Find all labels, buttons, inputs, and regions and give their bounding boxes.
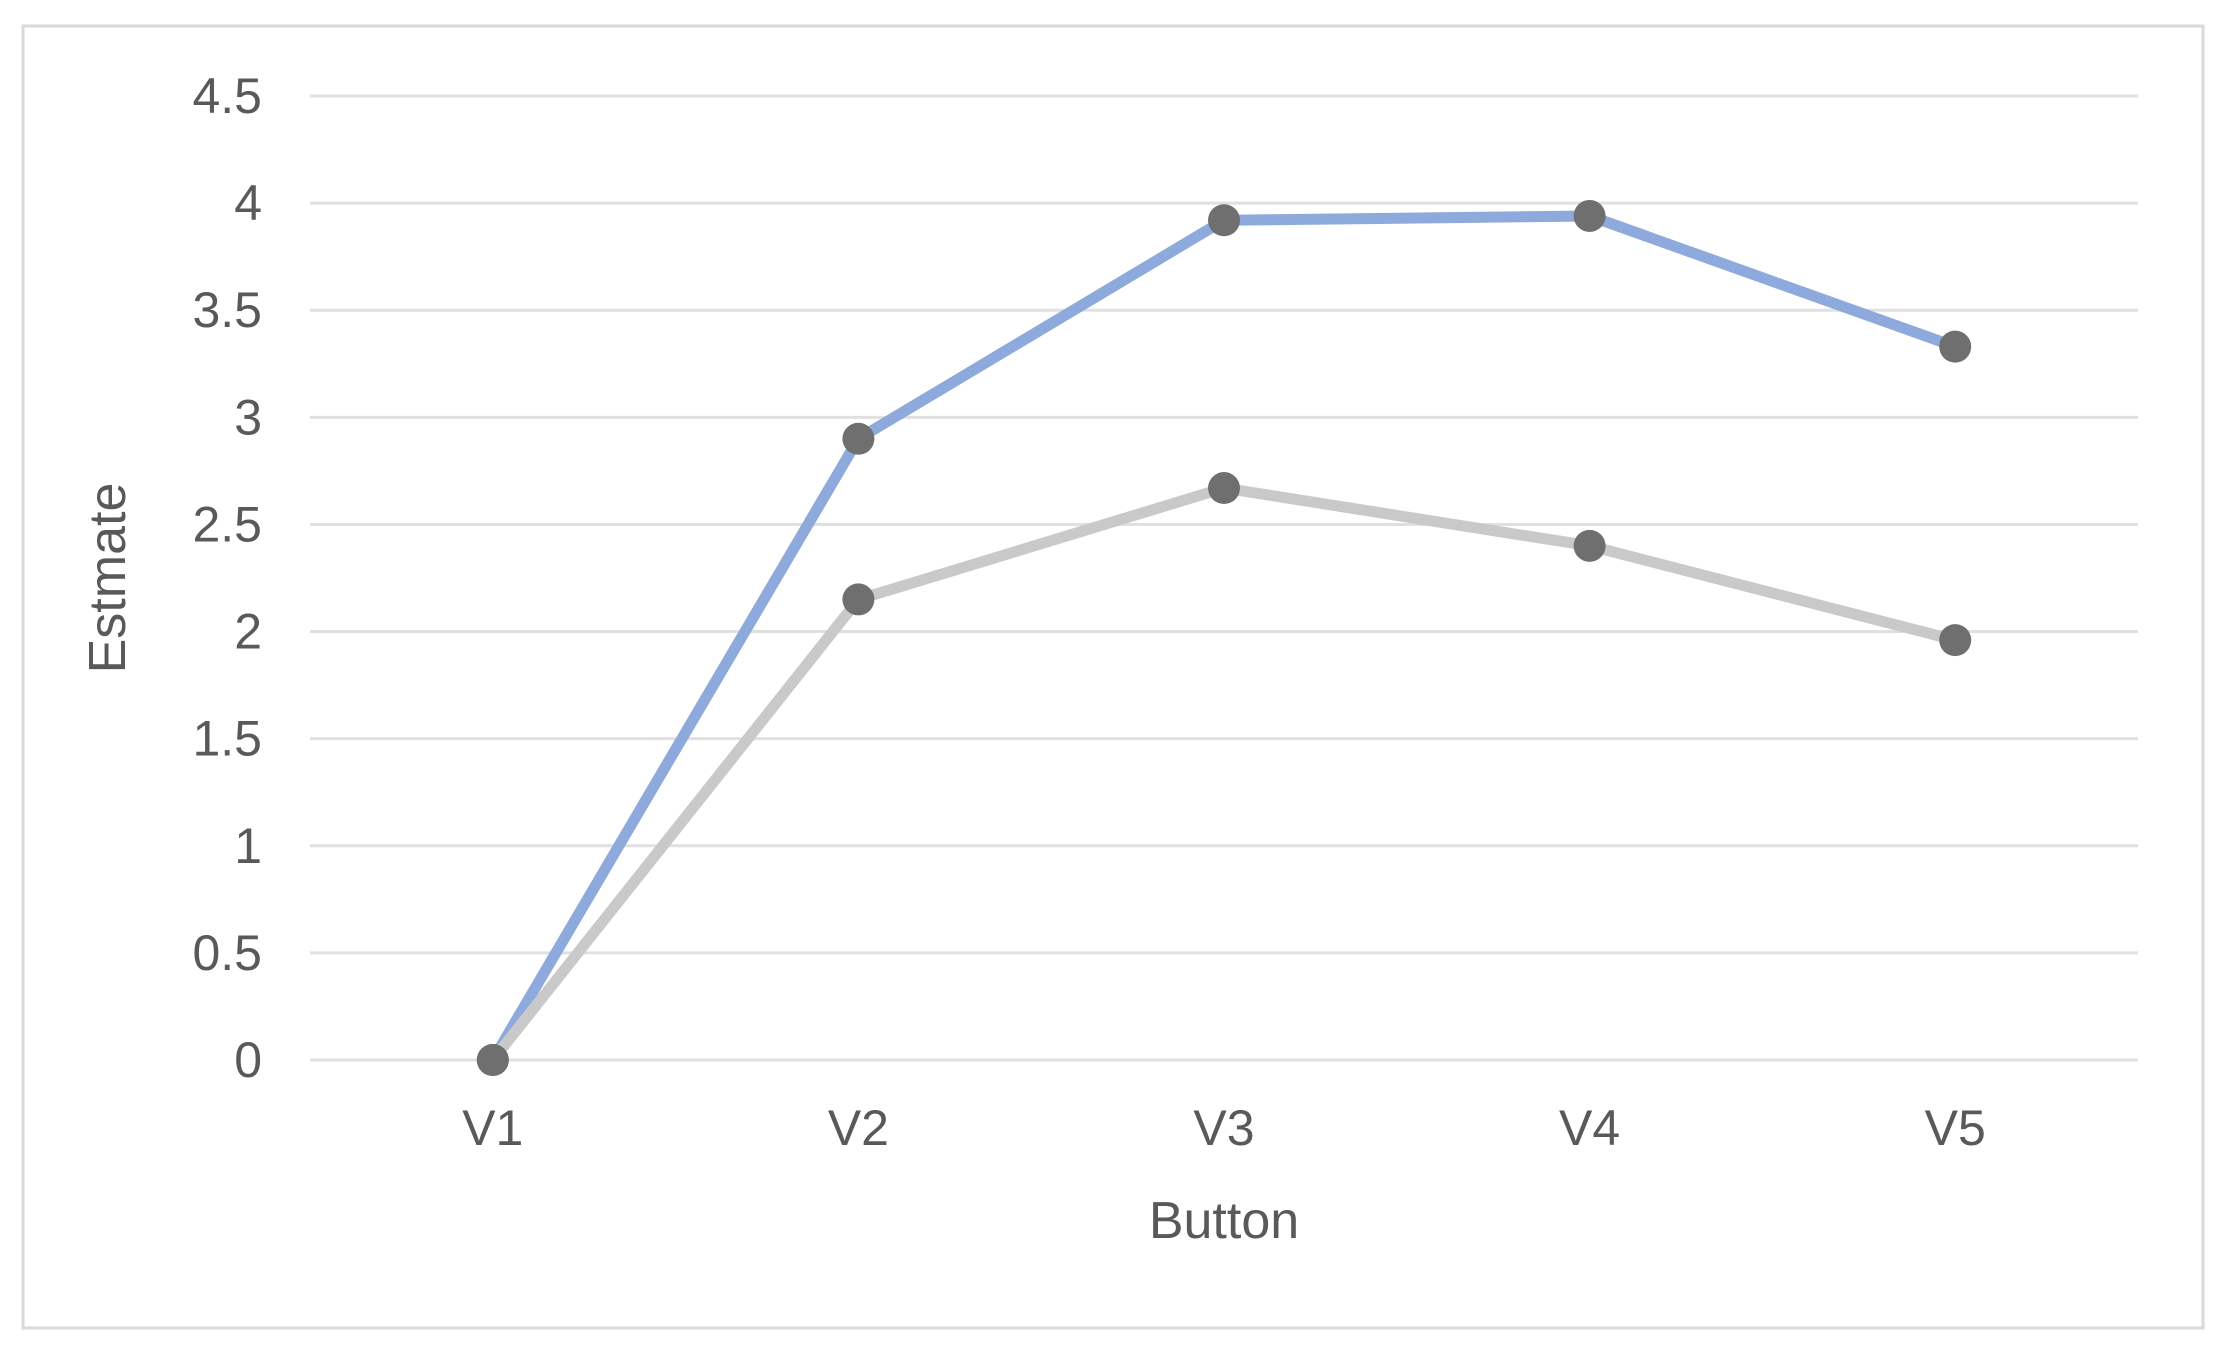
chart-border <box>21 24 2205 1330</box>
series-2-gray-marker-V4 <box>1573 529 1606 562</box>
x-tick-label: V3 <box>1193 1100 1254 1156</box>
y-tick-label: 3.5 <box>192 282 262 338</box>
series-2-gray-marker-V1 <box>476 1044 509 1076</box>
series-lines <box>487 210 1961 1066</box>
series-2-gray-marker-V2 <box>842 583 875 616</box>
x-axis-title: Button <box>1149 1192 1299 1250</box>
series-2-gray-marker-V3 <box>1208 472 1240 505</box>
y-tick-label: 3 <box>234 389 262 445</box>
data-point-markers <box>476 199 1972 1076</box>
series-1-blue-marker-V2 <box>842 422 875 455</box>
y-tick-label: 0 <box>234 1032 262 1088</box>
series-1-blue-marker-V3 <box>1208 204 1240 237</box>
series-2-gray-marker-V5 <box>1939 624 1972 657</box>
x-tick-label: V5 <box>1925 1100 1986 1156</box>
y-tick-label: 4.5 <box>192 68 262 124</box>
x-tick-label: V2 <box>828 1100 889 1156</box>
series-2-gray-line <box>487 482 1961 1066</box>
y-tick-label: 2 <box>234 604 262 660</box>
y-tick-label: 2.5 <box>192 496 262 552</box>
x-axis-tick-labels: V1 V2 V3 V4 V5 <box>462 1100 1986 1156</box>
series-1-blue-marker-V4 <box>1573 199 1606 232</box>
y-tick-label: 1.5 <box>192 711 262 767</box>
x-tick-label: V4 <box>1559 1100 1620 1156</box>
y-tick-label: 1 <box>234 818 262 874</box>
series-1-blue-line <box>487 210 1961 1066</box>
y-tick-label: 0.5 <box>192 925 262 981</box>
x-tick-label: V1 <box>462 1100 523 1156</box>
y-tick-label: 4 <box>234 175 262 231</box>
y-axis-tick-labels: 0 0.5 1 1.5 2 2.5 3 3.5 4 4.5 <box>192 68 262 1088</box>
y-axis-title: Estmate <box>79 483 137 674</box>
series-1-blue-marker-V5 <box>1939 330 1972 363</box>
